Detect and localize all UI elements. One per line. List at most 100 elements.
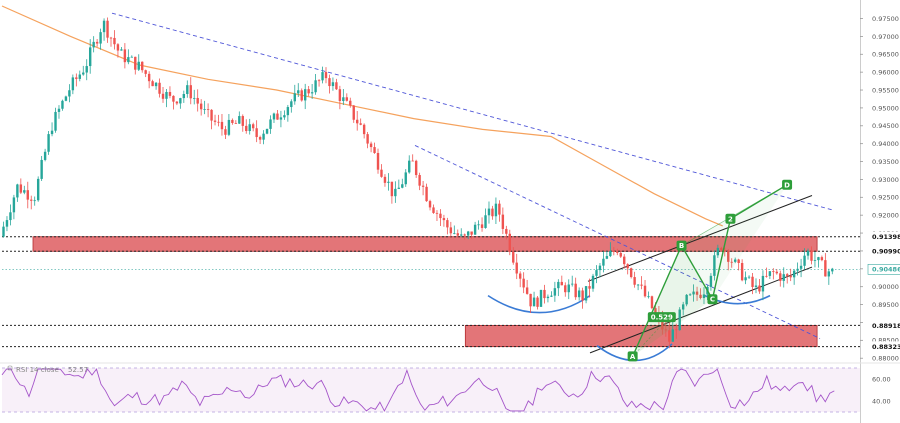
candle-body [571,283,574,285]
candle-body [664,329,668,331]
candle-body [30,199,33,201]
candle-body [224,129,227,135]
tick-label: 0.92500 [872,194,899,202]
tick-label: 0.93000 [872,176,899,184]
candle-body [5,220,9,227]
candle-body [2,226,5,237]
tick-label: 0.94000 [872,140,899,148]
candle-body [168,91,172,96]
candle-body [314,80,317,93]
arc-left [487,294,591,314]
candle-body [116,44,120,51]
candles[interactable] [2,17,834,349]
candle-body [567,284,570,293]
tick-label: 0.90000 [872,283,899,291]
candle-body [470,231,473,235]
candle-body [362,124,366,135]
candle-body [681,304,685,310]
candle-body [737,259,740,263]
price-axis[interactable]: 0.97500 0.97000 0.96500 0.96000 0.95500 0.950… [860,0,900,423]
price-tag: 0.91398 [867,231,900,243]
candle-body [262,133,265,140]
candle-body [276,113,279,120]
candle-body [349,100,352,106]
price-tag-label: 0.90990 [872,248,900,256]
candle-body [553,288,557,296]
candle-body [727,251,730,262]
candle-body [623,256,626,265]
pattern-point-D: D [782,179,793,190]
candle-body [685,294,688,305]
candle-body [71,77,75,91]
candle-body [210,109,213,121]
candle-body [366,134,369,144]
candle-body [99,32,102,44]
candle-body [213,120,217,122]
candle-body [231,119,234,123]
candle-body [23,190,26,193]
pattern-point-2: 2 [725,213,736,224]
candle-body [408,160,411,173]
retracement-value: 0.529 [651,314,673,322]
candle-body [442,218,446,221]
candle-body [161,93,165,99]
pattern-point-box [707,294,718,305]
pattern-point-A: A [627,351,638,362]
candle-body [796,268,799,271]
candle-body [47,134,50,152]
moving-average [1,5,723,227]
candle-body [186,85,189,95]
rsi-tick: 40.00 [872,397,891,405]
candle-body [484,215,487,228]
candle-body [369,143,373,148]
candle-body [293,93,296,102]
candle-body [716,247,720,256]
candle-body [428,201,432,208]
candle-body [512,251,515,263]
candle-body [272,113,276,120]
candle-body [827,271,831,277]
candle-body [26,190,29,200]
candle-body [498,203,501,215]
price-tag-box [867,264,900,275]
candle-body [297,90,300,94]
candle-body [813,260,817,261]
candle-body [786,274,789,276]
candle-body [824,260,827,277]
candle-body [328,78,331,87]
candle-body [57,108,61,112]
candle-body [134,56,137,70]
price-tag: 0.90486 [867,264,900,275]
candle-body [227,119,231,135]
candle-body [473,224,477,235]
candle-body [283,115,286,118]
candle-body [238,116,241,124]
candle-body [612,251,616,252]
candle-body [515,262,518,274]
rsi-line [1,368,835,412]
candle-body [675,329,678,331]
tick-label: 0.96000 [872,69,899,77]
candle-body [654,308,657,313]
candle-body [446,220,449,228]
candle-body [387,181,390,183]
candle-body [335,82,338,90]
trendlines [111,12,833,362]
candle-body [532,297,536,307]
candle-body [120,49,123,51]
candle-body [404,172,407,185]
candle-body [730,261,733,263]
candle-body [373,147,376,153]
candle-body [265,128,269,134]
rsi-band [2,368,860,412]
candle-body [494,203,498,217]
candle-body [137,61,140,70]
candle-body [36,178,40,201]
candle-body [286,107,290,116]
candle-body [383,176,387,183]
candle-body [820,257,824,261]
candle-body [453,233,456,235]
candle-body [269,119,272,129]
candle-body [193,97,196,99]
candle-body [480,224,484,228]
